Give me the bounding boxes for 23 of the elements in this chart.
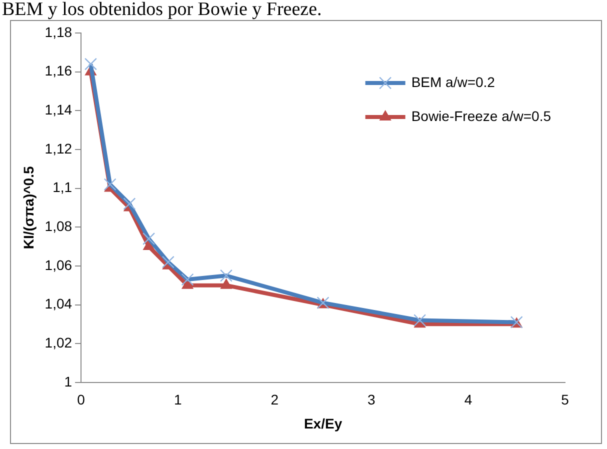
point (143, 240, 154, 250)
y-tick-label: 1,08 (44, 218, 72, 234)
legend-label: BEM a/w=0.2 (411, 74, 496, 90)
x-tick-label: 1 (174, 392, 182, 408)
y-tick-label: 1,06 (44, 256, 72, 273)
y-tick-label: 1,04 (44, 296, 72, 312)
y-tick-label: 1,12 (44, 140, 72, 156)
y-axis-title: KI/(σπa)^0.5 (20, 166, 36, 250)
point (220, 278, 232, 289)
y-tick-label: 1,02 (44, 334, 72, 350)
x-tick-label: 0 (77, 392, 86, 408)
x-tick-label: 3 (368, 392, 376, 408)
y-tick-label: 1 (64, 373, 72, 390)
y-tick-label: 1,14 (44, 102, 72, 118)
y-tick-label: 1,16 (44, 62, 72, 79)
x-tick-label: 5 (561, 392, 570, 408)
x-tick-label: 2 (270, 392, 279, 408)
y-tick-label: 1,1 (52, 179, 72, 196)
text: BEM y los obtenidos por Bowie y Freeze. (1, 0, 323, 20)
y-tick-label: 1,18 (44, 24, 72, 40)
legend-label: Bowie-Freeze a/w=0.5 (411, 108, 552, 124)
x-tick-label: 4 (464, 392, 472, 408)
x-axis-title: Ex/Ey (304, 415, 342, 432)
